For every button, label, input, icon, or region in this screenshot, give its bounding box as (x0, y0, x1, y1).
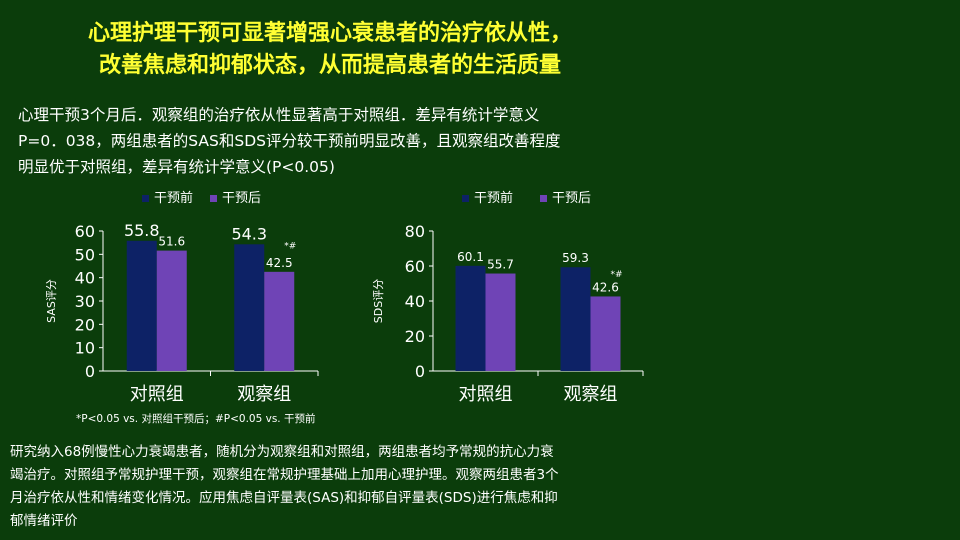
y-axis-title: SAS评分 (45, 279, 58, 323)
method-line-3: 月治疗依从性和情绪变化情况。应用焦虑自评量表(SAS)和抑郁自评量表(SDS)进… (10, 490, 558, 506)
y-tick-label: 60 (405, 257, 425, 276)
data-label: 55.8 (124, 221, 160, 240)
bar (264, 271, 295, 371)
y-tick-label: 40 (405, 292, 425, 311)
y-tick-label: 20 (405, 327, 425, 346)
intro-text: 心理干预3个月后．观察组的治疗依从性显著高于对照组．差异有统计学意义 P=0．0… (18, 102, 678, 180)
significance-annotation: *# (284, 241, 296, 251)
significance-annotation: *# (611, 270, 623, 280)
legend-swatch (462, 195, 469, 202)
legend-label: 干预后 (552, 191, 591, 206)
y-axis-title: SDS评分 (372, 279, 385, 323)
data-label: 42.6 (592, 280, 619, 294)
slide-title: 心理护理干预可显著增强心衰患者的治疗依从性， 改善焦虑和抑郁状态，从而提高患者的… (0, 18, 660, 82)
bar (126, 240, 157, 371)
title-line-2: 改善焦虑和抑郁状态，从而提高患者的生活质量 (98, 53, 561, 78)
category-label: 观察组 (237, 384, 291, 405)
y-tick-label: 60 (75, 222, 95, 241)
legend-swatch (540, 195, 547, 202)
data-label: 55.7 (487, 258, 514, 272)
data-label: 42.5 (266, 256, 293, 270)
y-tick-label: 0 (85, 362, 95, 381)
significance-footnote: *P<0.05 vs. 对照组干预后；#P<0.05 vs. 干预前 (76, 413, 316, 425)
y-tick-label: 30 (75, 292, 95, 311)
y-tick-label: 50 (75, 245, 95, 264)
y-tick-label: 10 (75, 339, 95, 358)
legend-swatch (210, 195, 217, 202)
legend-label: 干预前 (154, 190, 193, 206)
category-label: 观察组 (564, 384, 618, 405)
legend-label: 干预后 (222, 191, 261, 206)
y-tick-label: 80 (405, 222, 425, 241)
intro-line-2: P=0．038，两组患者的SAS和SDS评分较干预前明显改善，且观察组改善程度 (18, 132, 561, 150)
bar (455, 265, 486, 371)
data-label: 54.3 (231, 224, 267, 243)
data-label: 60.1 (457, 250, 484, 264)
legend-label: 干预前 (474, 190, 513, 206)
intro-line-1: 心理干预3个月后．观察组的治疗依从性显著高于对照组．差异有统计学意义 (18, 106, 540, 124)
sas-bar-chart: 干预前 干预后 0 10 20 30 40 50 60 SAS评分 55.851.6 对照组 54.3 4… (45, 190, 319, 405)
data-label: 51.6 (158, 235, 185, 249)
sds-bar-chart: 干预前 干预后 0 20 40 60 80 SDS评分 60.155.7 对照组 59.3 42.6*… (372, 190, 644, 405)
bar (590, 296, 621, 371)
bar (156, 250, 187, 371)
category-label: 对照组 (459, 384, 513, 405)
title-line-1: 心理护理干预可显著增强心衰患者的治疗依从性， (87, 21, 572, 46)
method-line-4: 郁情绪评价 (10, 513, 78, 529)
method-text: 研究纳入68例慢性心力衰竭患者，随机分为观察组和对照组，两组患者均予常规的抗心力… (10, 441, 670, 533)
intro-line-3: 明显优于对照组，差异有统计学意义(P<0.05) (18, 158, 335, 176)
bar (485, 273, 516, 371)
y-tick-label: 20 (75, 315, 95, 334)
bar (234, 244, 265, 371)
method-line-2: 竭治疗。对照组予常规护理干预，观察组在常规护理基础上加用心理护理。观察两组患者3… (10, 467, 559, 483)
y-tick-label: 40 (75, 269, 95, 288)
category-label: 对照组 (130, 384, 184, 405)
method-line-1: 研究纳入68例慢性心力衰竭患者，随机分为观察组和对照组，两组患者均予常规的抗心力… (10, 444, 554, 460)
data-label: 59.3 (562, 251, 589, 265)
y-tick-label: 0 (415, 362, 425, 381)
bar (560, 267, 591, 371)
legend-swatch (142, 195, 149, 202)
